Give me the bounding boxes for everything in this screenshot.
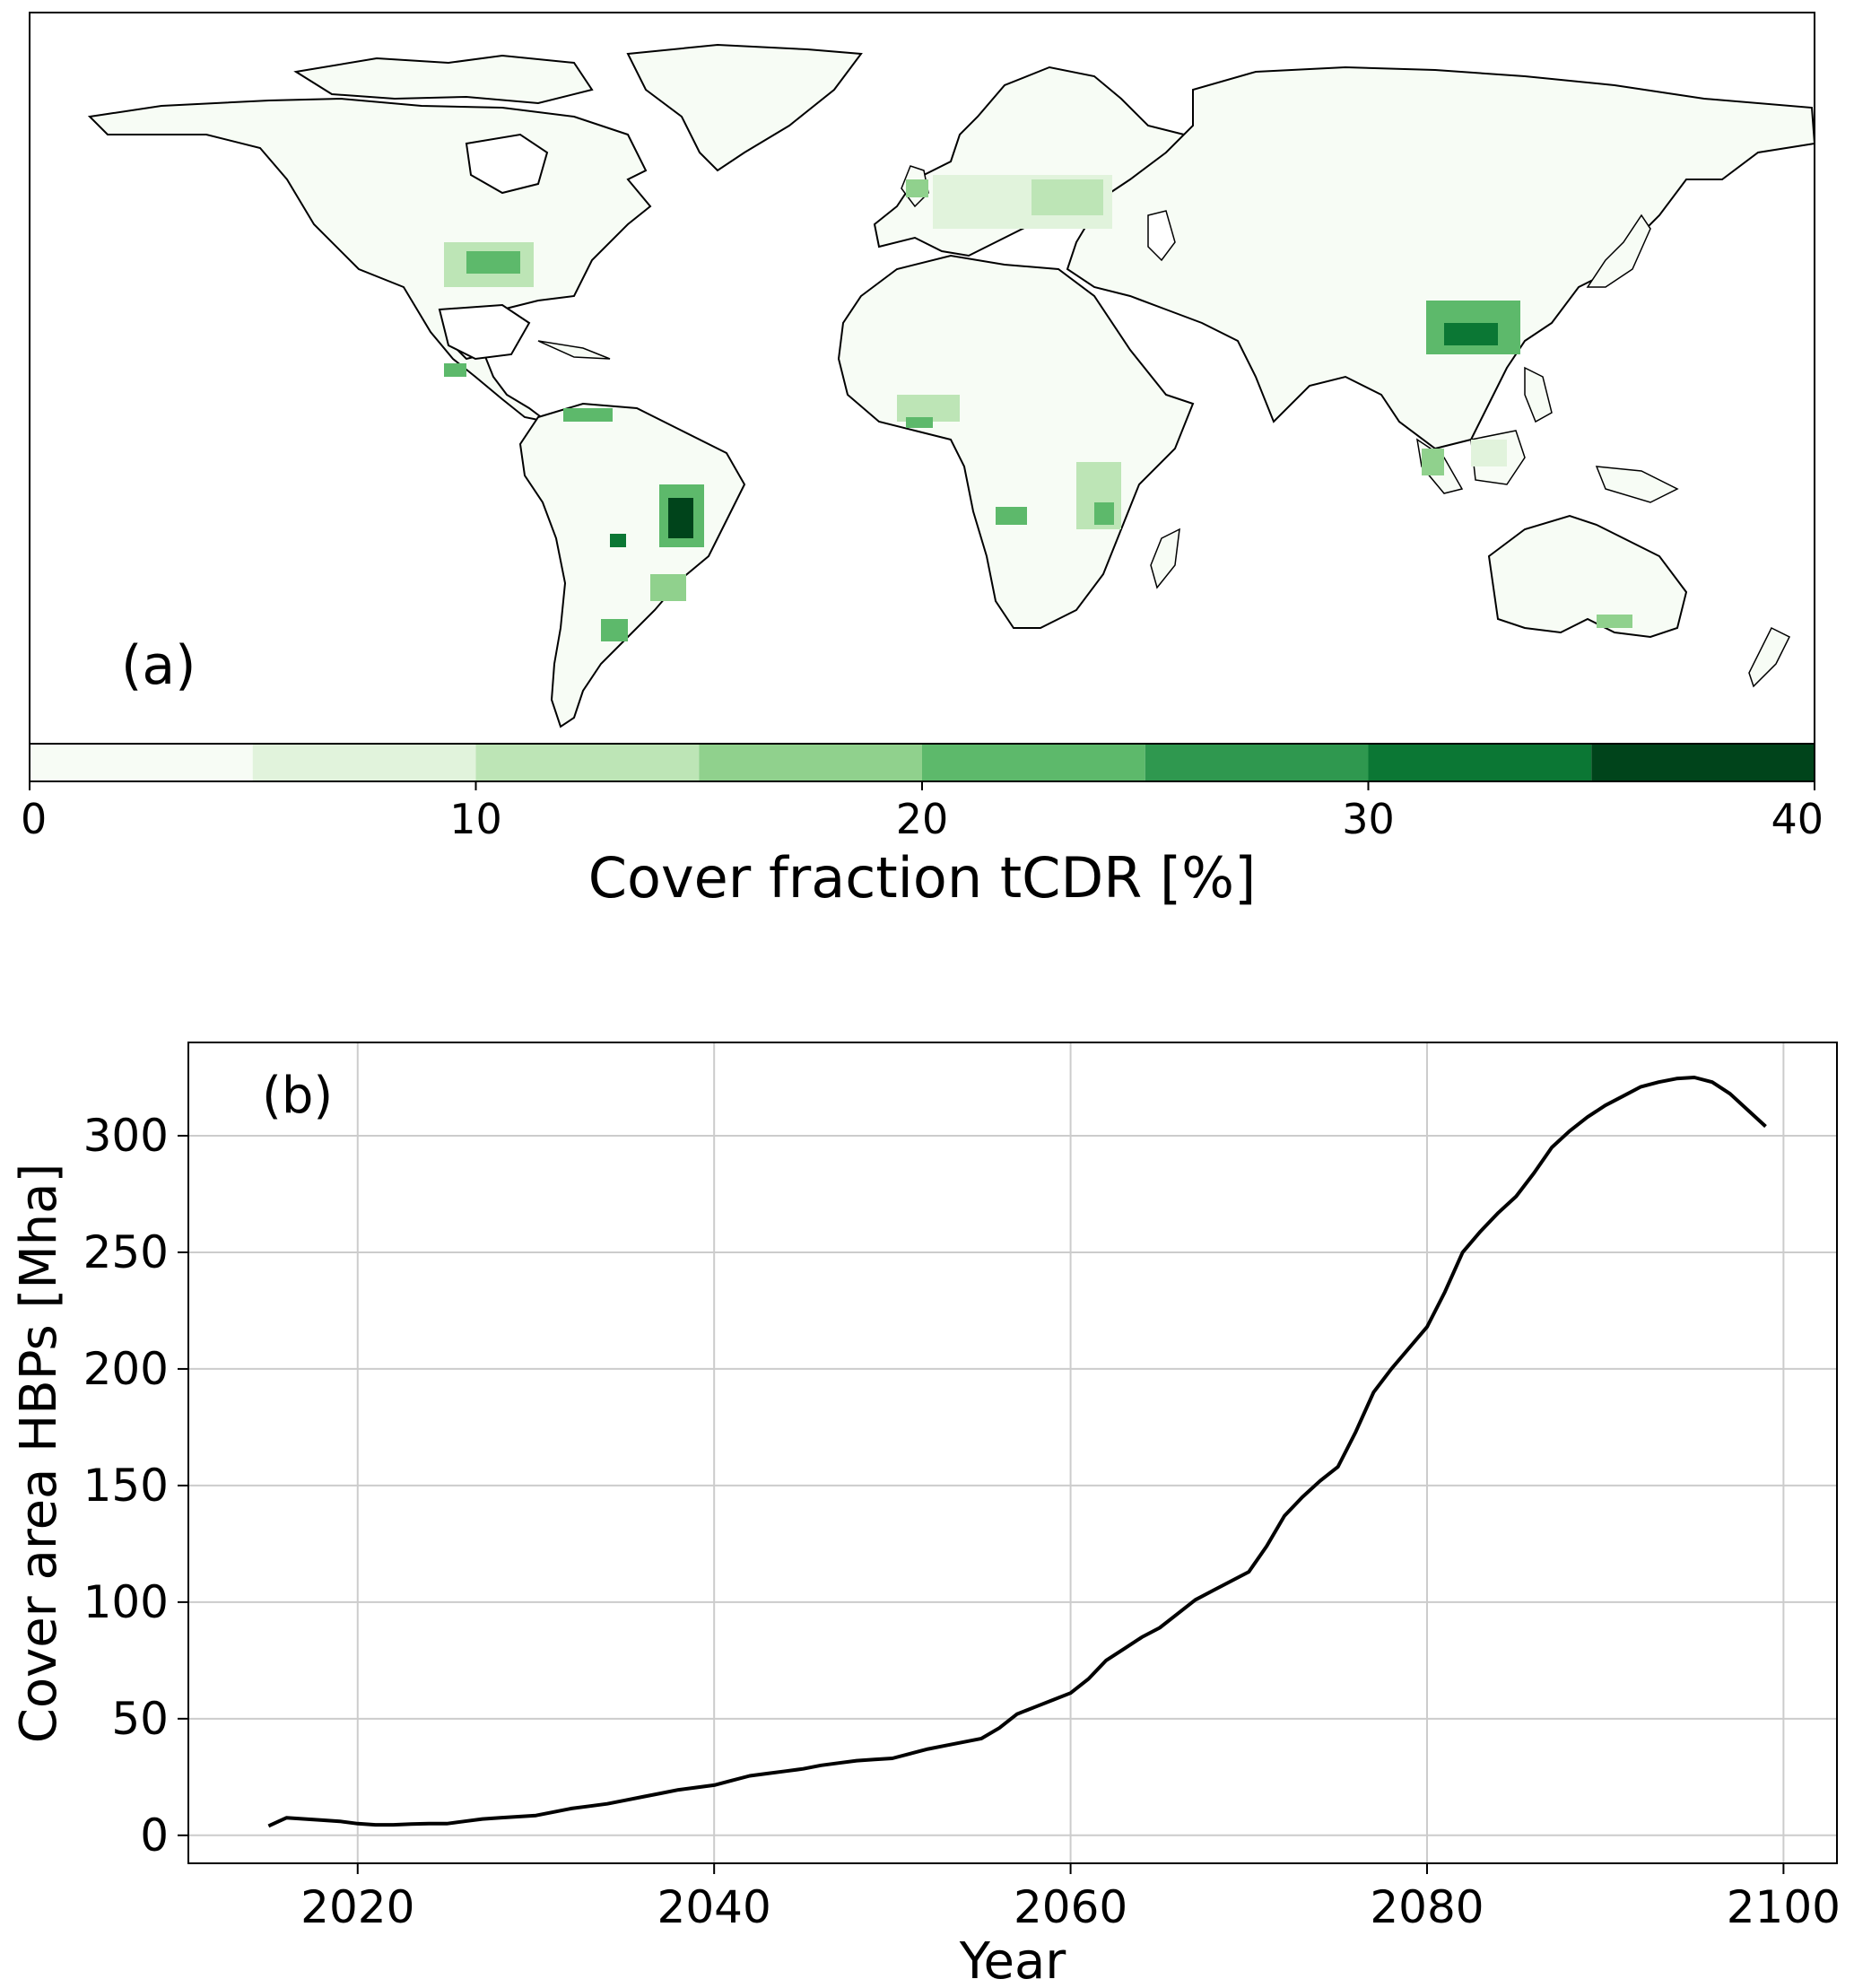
africa xyxy=(837,254,1195,629)
hotspot-cell xyxy=(1094,502,1114,525)
hotspot-cell xyxy=(444,363,466,377)
colorbar-label: Cover fraction tCDR [%] xyxy=(588,845,1257,911)
colorbar-tick-label: 40 xyxy=(1771,795,1824,843)
x-axis-label: Year xyxy=(959,1932,1067,1988)
hotspot-cell xyxy=(610,534,626,547)
hotspot-cell xyxy=(650,574,686,601)
colorbar-bin xyxy=(30,744,253,781)
hotspot-cell xyxy=(1444,323,1498,345)
x-tick-label: 2080 xyxy=(1370,1881,1484,1933)
y-tick-label: 200 xyxy=(83,1343,169,1395)
x-tick-label: 2100 xyxy=(1727,1881,1841,1933)
colorbar-bin xyxy=(699,744,922,781)
hotspot-cell xyxy=(668,498,693,538)
y-tick-label: 150 xyxy=(83,1460,169,1512)
madagascar xyxy=(1150,528,1180,589)
panel-b-label: (b) xyxy=(262,1067,333,1125)
colorbar: 0 10 20 30 40 xyxy=(21,743,1824,843)
hotspot-cell xyxy=(906,179,928,197)
new-guinea xyxy=(1595,466,1679,503)
colorbar-tick-label: 10 xyxy=(449,795,502,843)
gulf-of-mexico xyxy=(438,303,531,361)
y-axis-label: Cover area HBPs [Mha] xyxy=(10,1164,68,1744)
panel-a-label: (a) xyxy=(121,634,196,697)
hotspot-cell xyxy=(996,507,1027,525)
hotspot-cell xyxy=(1422,449,1444,475)
y-tick-label: 50 xyxy=(111,1693,169,1745)
hudson-bay xyxy=(465,133,549,195)
plot-grid xyxy=(188,1042,1837,1863)
philippines xyxy=(1524,366,1553,423)
cuba xyxy=(537,340,611,360)
greenland xyxy=(626,43,863,172)
x-axis: 2020 2040 2060 2080 2100 xyxy=(300,1863,1841,1933)
y-axis: 0 50 100 150 200 250 300 xyxy=(83,1110,188,1862)
hotspots xyxy=(444,175,1632,641)
hotspot-cell xyxy=(1471,440,1507,466)
hotspot-cell xyxy=(1031,179,1103,215)
colorbar-tick-label: 20 xyxy=(896,795,949,843)
hotspot-cell xyxy=(1597,615,1632,628)
hotspot-cell xyxy=(601,619,628,641)
y-tick-label: 100 xyxy=(83,1576,169,1628)
y-tick-label: 250 xyxy=(83,1226,169,1278)
new-zealand xyxy=(1748,626,1791,688)
x-tick-label: 2040 xyxy=(657,1881,771,1933)
y-tick-label: 300 xyxy=(83,1110,169,1162)
colorbar-bin xyxy=(1368,744,1592,781)
plot-frame xyxy=(187,1042,1838,1864)
colorbar-bin xyxy=(475,744,700,781)
series-line xyxy=(267,1076,1767,1828)
x-tick-label: 2020 xyxy=(300,1881,414,1933)
map-panel: (a) xyxy=(29,12,1815,745)
japan xyxy=(1586,214,1651,288)
australia xyxy=(1487,514,1688,639)
colorbar-bin xyxy=(252,744,476,781)
x-tick-label: 2060 xyxy=(1014,1881,1127,1933)
asia xyxy=(1066,65,1815,450)
colorbar-bin xyxy=(1145,744,1369,781)
y-tick-label: 0 xyxy=(140,1809,169,1862)
colorbar-tick-label: 0 xyxy=(21,795,47,843)
arctic-islands xyxy=(293,54,594,105)
colorbar-tick-label: 30 xyxy=(1342,795,1395,843)
hotspot-cell xyxy=(906,417,933,428)
hotspot-cell xyxy=(466,251,520,274)
continents xyxy=(87,43,1815,728)
colorbar-bin xyxy=(922,744,1145,781)
colorbar-bin xyxy=(1591,744,1815,781)
caspian-sea xyxy=(1147,210,1176,262)
hotspot-cell xyxy=(563,408,613,422)
